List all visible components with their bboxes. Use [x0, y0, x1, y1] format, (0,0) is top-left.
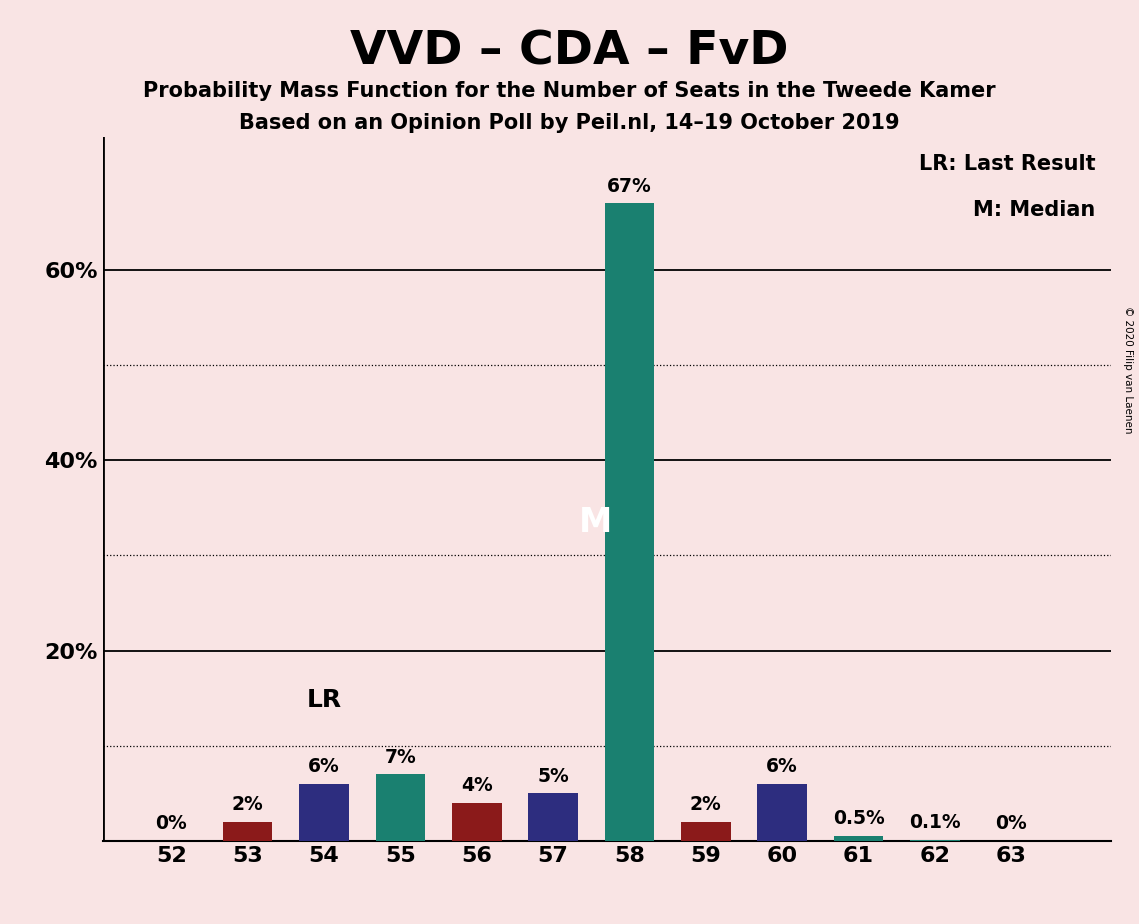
Text: M: M: [579, 505, 612, 539]
Text: M: Median: M: Median: [973, 201, 1096, 220]
Bar: [300, 784, 349, 841]
Bar: [757, 784, 806, 841]
Text: Based on an Opinion Poll by Peil.nl, 14–19 October 2019: Based on an Opinion Poll by Peil.nl, 14–…: [239, 113, 900, 133]
Text: LR: Last Result: LR: Last Result: [919, 154, 1096, 175]
Bar: [681, 821, 730, 841]
Bar: [376, 774, 425, 841]
Text: 4%: 4%: [461, 776, 492, 796]
Text: 5%: 5%: [538, 767, 570, 785]
Text: 0.5%: 0.5%: [833, 809, 884, 829]
Text: 6%: 6%: [308, 757, 339, 776]
Bar: [834, 836, 884, 841]
Bar: [605, 203, 654, 841]
Text: 7%: 7%: [385, 748, 416, 767]
Text: 6%: 6%: [767, 757, 798, 776]
Text: LR: LR: [306, 688, 342, 712]
Text: 2%: 2%: [690, 796, 722, 814]
Bar: [452, 803, 501, 841]
Text: 0%: 0%: [155, 814, 187, 833]
Text: 2%: 2%: [231, 796, 263, 814]
Text: 67%: 67%: [607, 176, 652, 196]
Bar: [223, 821, 272, 841]
Text: Probability Mass Function for the Number of Seats in the Tweede Kamer: Probability Mass Function for the Number…: [144, 81, 995, 102]
Text: © 2020 Filip van Laenen: © 2020 Filip van Laenen: [1123, 306, 1133, 433]
Text: VVD – CDA – FvD: VVD – CDA – FvD: [351, 30, 788, 75]
Bar: [528, 794, 577, 841]
Text: 0.1%: 0.1%: [909, 813, 960, 833]
Text: 0%: 0%: [995, 814, 1027, 833]
Bar: [910, 840, 960, 841]
